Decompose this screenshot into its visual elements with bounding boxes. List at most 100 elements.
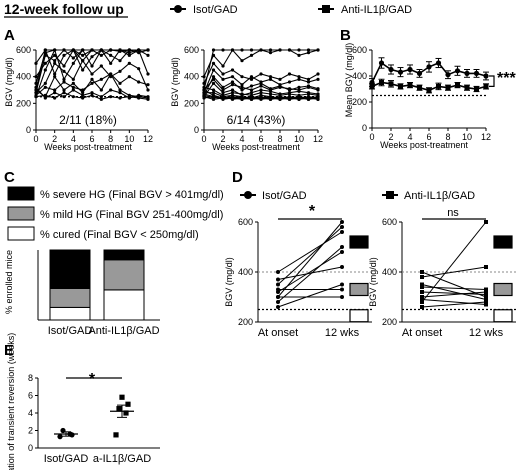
d1-point (276, 300, 280, 304)
a1-y-axis-label: BGV (mg/dl) (4, 57, 14, 107)
b-point-isot (426, 64, 432, 70)
a1-point (81, 59, 85, 63)
d2-point (420, 275, 424, 279)
a1-point (99, 48, 103, 52)
c-legend-label-cured: % cured (Final BGV < 250mg/dl) (40, 229, 199, 241)
b-point-isot (407, 66, 413, 73)
a1-point (90, 72, 94, 76)
a1-point (43, 53, 47, 57)
panel-c: C % severe HG (Final BGV > 401mg/dl) % m… (4, 169, 224, 337)
d1-category-swatch (349, 235, 369, 249)
a2-point (297, 95, 301, 99)
e-point-isot (69, 432, 75, 438)
d2-pair-line (421, 299, 487, 305)
d2-point (484, 297, 488, 302)
a1-point (90, 55, 94, 59)
e-category-label: a-IL1β/GAD (93, 453, 151, 465)
b-point-anti (398, 83, 403, 89)
b-point-anti (436, 83, 441, 89)
a2-point (211, 95, 216, 99)
a2-point (287, 92, 292, 96)
d1-point (276, 305, 280, 309)
a1-point (62, 77, 66, 81)
a1-point (71, 56, 75, 60)
d1-y-tick-label: 600 (238, 217, 253, 227)
a2-point (230, 91, 235, 95)
e-point-anti (113, 432, 119, 438)
b-x-tick-label: 2 (388, 132, 393, 142)
a2-point (202, 75, 206, 79)
a2-point (211, 91, 216, 95)
b-x-tick-label: 8 (445, 132, 450, 142)
a1-point (53, 72, 57, 76)
a2-point (306, 48, 311, 52)
a2-point (221, 72, 225, 76)
c-significance: * (80, 250, 87, 267)
d1-point (340, 287, 344, 292)
a2-point (211, 68, 216, 72)
a1-y-tick-label: 0 (26, 125, 31, 135)
a2-x-tick-label: 6 (258, 134, 263, 144)
a1-point (62, 69, 66, 73)
a2-x-tick-label: 12 (313, 134, 323, 144)
a1-x-tick-label: 10 (124, 134, 134, 144)
d1-y-tick-label: 400 (238, 267, 253, 277)
a2-point (249, 48, 254, 52)
a2-point (287, 48, 292, 52)
a1-point (81, 48, 85, 52)
d1-pair-line (277, 231, 343, 273)
b-x-tick-label: 6 (426, 132, 431, 142)
d1-point (340, 265, 344, 269)
panel-a-right: BGV (mg/dl) 0 200 400 600 0 2 4 6 8 10 12 6/14 (43… (170, 45, 323, 152)
a1-point (127, 51, 131, 55)
b-point-isot (454, 68, 461, 74)
d1-point (340, 245, 344, 249)
panel-letter-c: C (4, 169, 15, 186)
a2-point (306, 80, 311, 84)
c-legend-swatch-severe (7, 186, 35, 201)
a1-point (62, 53, 66, 57)
a2-point (202, 96, 206, 100)
a2-point (240, 59, 244, 63)
a1-point (34, 95, 38, 99)
d1-point (340, 225, 344, 229)
c-category-label: Anti-IL1β/GAD (88, 325, 159, 337)
a2-point (306, 77, 311, 81)
c-legend-label-mild: % mild HG (Final BGV 251-400mg/dl) (40, 209, 223, 221)
c-bar-segment (49, 288, 91, 308)
d2-category-swatch (493, 282, 513, 297)
a2-y-tick-label: 200 (184, 98, 199, 108)
b-point-anti (445, 85, 451, 91)
d2-category-label: At onset (402, 327, 442, 339)
a1-point (34, 81, 38, 85)
c-bar-segment (103, 289, 145, 321)
a2-point (268, 89, 273, 93)
a2-point (287, 95, 292, 99)
a2-point (306, 85, 311, 89)
a1-x-tick-label: 0 (33, 134, 38, 144)
a2-point (240, 83, 244, 87)
a1-reversion-annotation: 2/11 (18%) (59, 113, 117, 127)
panel-b: B Mean BGV (mg/dl) 0 200 400 600 0 2 4 6 8 10 12 W… (340, 27, 516, 150)
d1-point (276, 277, 280, 282)
a2-point (268, 97, 273, 101)
a1-point (146, 95, 150, 99)
a1-point (109, 88, 113, 92)
a1-point (137, 93, 141, 97)
a1-point (34, 61, 38, 65)
b-point-isot (397, 69, 404, 75)
a1-point (99, 88, 103, 92)
b-point-isot (416, 70, 423, 76)
d2-point (484, 302, 488, 307)
a1-point (53, 61, 57, 65)
a1-point (62, 88, 66, 92)
a1-point (43, 96, 47, 100)
a1-point (62, 95, 66, 99)
a2-point (230, 88, 235, 92)
figure-header: 12-week follow up Isot/GAD Anti-IL1β/GAD (4, 1, 412, 18)
a2-point (240, 48, 244, 52)
a2-point (287, 97, 292, 101)
a1-point (118, 59, 122, 63)
d2-point (484, 300, 488, 304)
a2-point (211, 81, 216, 85)
